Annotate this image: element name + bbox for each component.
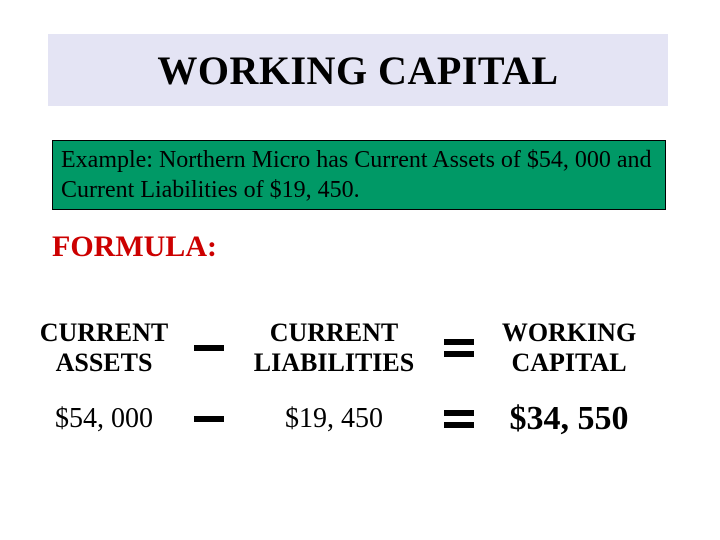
example-box: Example: Northern Micro has Current Asse… — [52, 140, 666, 210]
example-text: Example: Northern Micro has Current Asse… — [61, 145, 657, 205]
equals-operator — [434, 339, 484, 357]
equals-operator-values — [434, 410, 484, 428]
term2-line1: CURRENT — [234, 318, 434, 348]
minus-operator-values — [184, 416, 234, 422]
formula-row: CURRENT ASSETS CURRENT LIABILITIES WORKI… — [24, 318, 704, 378]
value-current-liabilities: $19, 450 — [234, 403, 434, 435]
term-working-capital: WORKING CAPITAL — [484, 318, 654, 378]
term-current-liabilities: CURRENT LIABILITIES — [234, 318, 434, 378]
term2-line2: LIABILITIES — [234, 348, 434, 378]
page-title: WORKING CAPITAL — [157, 47, 558, 94]
value-working-capital: $34, 550 — [484, 400, 654, 438]
formula-label: FORMULA: — [52, 230, 217, 264]
term1-line2: ASSETS — [24, 348, 184, 378]
term-current-assets: CURRENT ASSETS — [24, 318, 184, 378]
minus-operator — [184, 345, 234, 351]
title-bar: WORKING CAPITAL — [48, 34, 668, 106]
values-row: $54, 000 $19, 450 $34, 550 — [24, 400, 704, 438]
term1-line1: CURRENT — [24, 318, 184, 348]
value-current-assets: $54, 000 — [24, 403, 184, 435]
term3-line1: WORKING — [484, 318, 654, 348]
term3-line2: CAPITAL — [484, 348, 654, 378]
